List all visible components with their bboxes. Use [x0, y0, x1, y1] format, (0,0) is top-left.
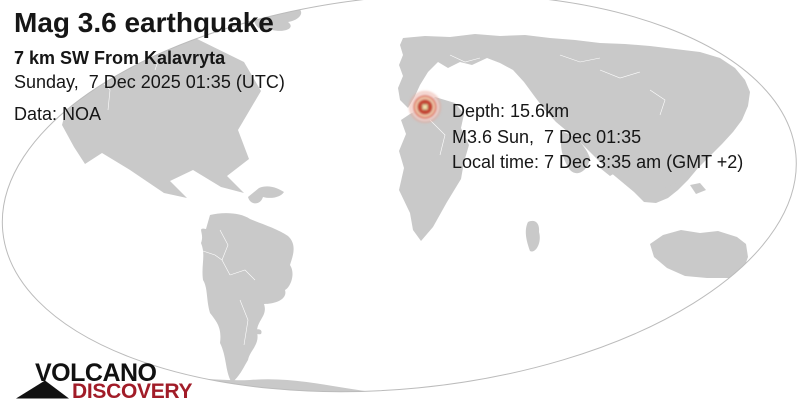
svg-text:DISCOVERY: DISCOVERY [72, 380, 193, 403]
